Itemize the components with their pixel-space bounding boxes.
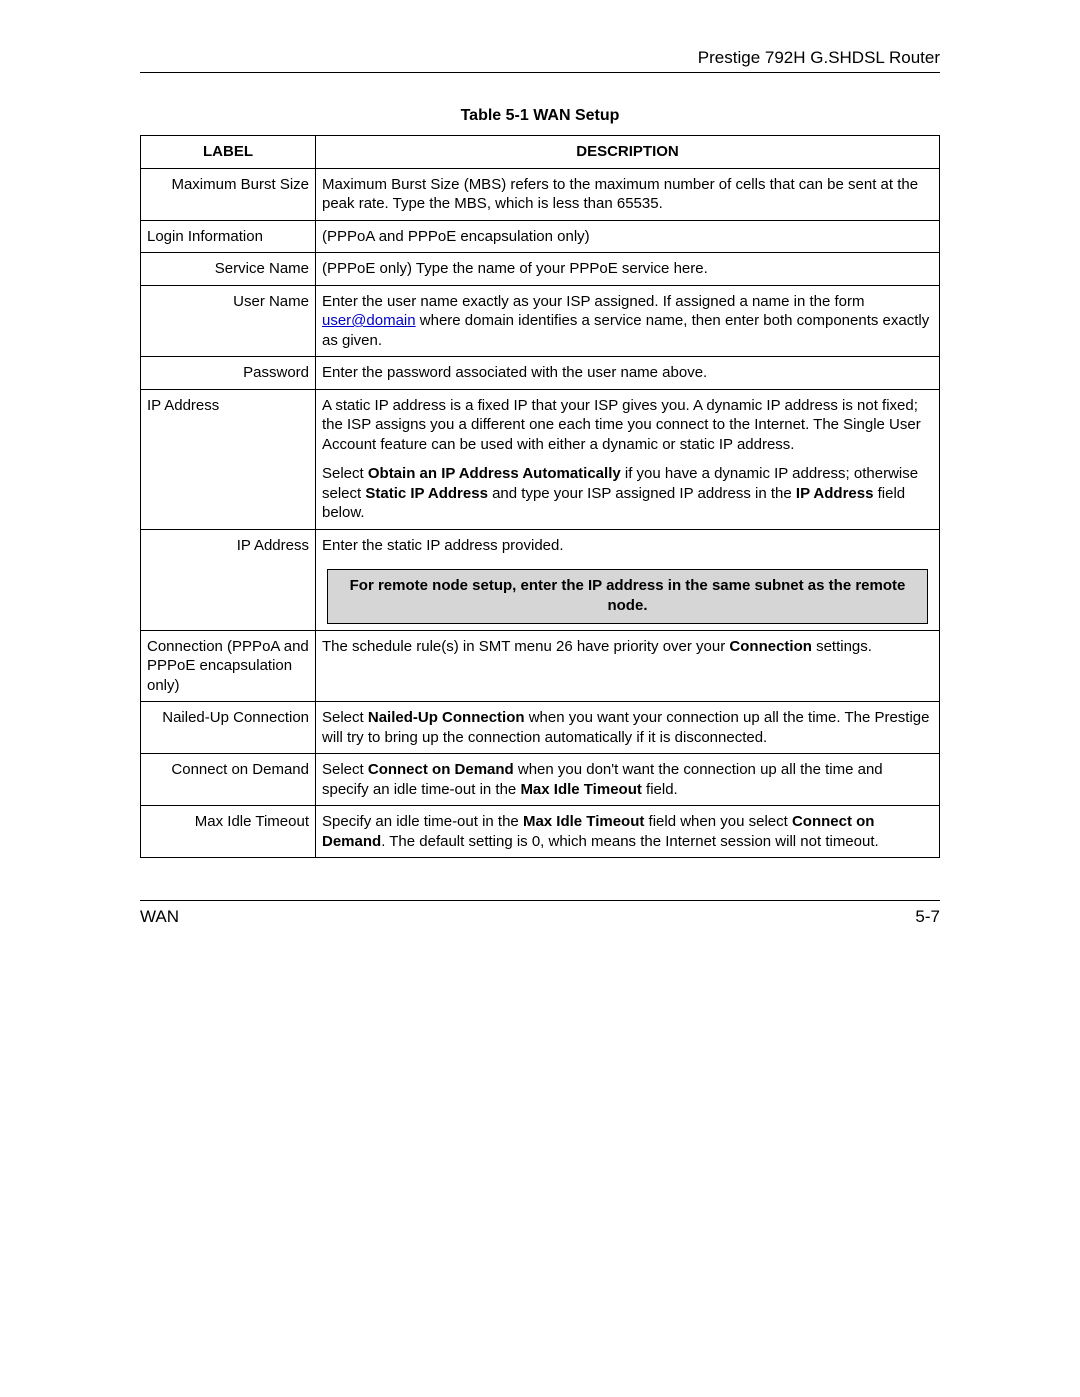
inset-note-wrap: For remote node setup, enter the IP addr…	[322, 569, 933, 624]
desc-para: Select Obtain an IP Address Automaticall…	[322, 464, 933, 523]
table-row: IP Address A static IP address is a fixe…	[141, 389, 940, 529]
desc-text: Enter the user name exactly as your ISP …	[322, 293, 865, 310]
desc-text: Select	[322, 465, 368, 482]
desc-cell: Specify an idle time-out in the Max Idle…	[316, 806, 940, 858]
table-row: Connect on Demand Select Connect on Dema…	[141, 754, 940, 806]
label-cell: Connection (PPPoA and PPPoE encapsulatio…	[141, 630, 316, 702]
table-row: Nailed-Up Connection Select Nailed-Up Co…	[141, 702, 940, 754]
desc-text: field.	[642, 781, 678, 798]
table-title: Table 5-1 WAN Setup	[140, 107, 940, 125]
label-cell: Max Idle Timeout	[141, 806, 316, 858]
desc-bold: Nailed-Up Connection	[368, 709, 525, 726]
desc-cell: Select Connect on Demand when you don't …	[316, 754, 940, 806]
label-cell: Connect on Demand	[141, 754, 316, 806]
table-row: Login Information (PPPoA and PPPoE encap…	[141, 220, 940, 253]
inset-note: For remote node setup, enter the IP addr…	[327, 569, 927, 624]
desc-bold: Max Idle Timeout	[523, 813, 644, 830]
desc-text: The schedule rule(s) in SMT menu 26 have…	[322, 638, 729, 655]
label-cell: IP Address	[141, 389, 316, 529]
label-cell: IP Address	[141, 529, 316, 630]
table-row: Connection (PPPoA and PPPoE encapsulatio…	[141, 630, 940, 702]
desc-text: field when you select	[644, 813, 792, 830]
footer-right: 5-7	[915, 907, 940, 927]
desc-bold: Max Idle Timeout	[520, 781, 641, 798]
desc-bold: Connect on Demand	[368, 761, 514, 778]
desc-cell: A static IP address is a fixed IP that y…	[316, 389, 940, 529]
desc-cell: Maximum Burst Size (MBS) refers to the m…	[316, 168, 940, 220]
label-cell: Login Information	[141, 220, 316, 253]
col-description: DESCRIPTION	[316, 136, 940, 169]
desc-cell: Select Nailed-Up Connection when you wan…	[316, 702, 940, 754]
table-row: Maximum Burst Size Maximum Burst Size (M…	[141, 168, 940, 220]
footer-left: WAN	[140, 907, 179, 927]
table-row: User Name Enter the user name exactly as…	[141, 285, 940, 357]
table-row: Password Enter the password associated w…	[141, 357, 940, 390]
desc-text: settings.	[812, 638, 872, 655]
desc-cell: Enter the password associated with the u…	[316, 357, 940, 390]
desc-bold: Static IP Address	[365, 485, 488, 502]
desc-bold: Obtain an IP Address Automatically	[368, 465, 621, 482]
table-header-row: LABEL DESCRIPTION	[141, 136, 940, 169]
label-cell: Password	[141, 357, 316, 390]
desc-cell: (PPPoA and PPPoE encapsulation only)	[316, 220, 940, 253]
desc-text: and type your ISP assigned IP address in…	[488, 485, 796, 502]
desc-text: Specify an idle time-out in the	[322, 813, 523, 830]
table-row: IP Address Enter the static IP address p…	[141, 529, 940, 630]
desc-cell: Enter the static IP address provided. Fo…	[316, 529, 940, 630]
label-cell: Maximum Burst Size	[141, 168, 316, 220]
desc-text: Select	[322, 709, 368, 726]
table-row: Max Idle Timeout Specify an idle time-ou…	[141, 806, 940, 858]
desc-bold: IP Address	[796, 485, 874, 502]
col-label: LABEL	[141, 136, 316, 169]
desc-para: A static IP address is a fixed IP that y…	[322, 397, 921, 453]
desc-text: Enter the static IP address provided.	[322, 537, 564, 554]
desc-cell: (PPPoE only) Type the name of your PPPoE…	[316, 253, 940, 286]
desc-cell: Enter the user name exactly as your ISP …	[316, 285, 940, 357]
page-header: Prestige 792H G.SHDSL Router	[140, 48, 940, 73]
desc-text: Select	[322, 761, 368, 778]
user-domain-link[interactable]: user@domain	[322, 312, 416, 329]
desc-text: . The default setting is 0, which means …	[381, 833, 878, 850]
wan-setup-table: LABEL DESCRIPTION Maximum Burst Size Max…	[140, 135, 940, 858]
label-cell: Nailed-Up Connection	[141, 702, 316, 754]
table-row: Service Name (PPPoE only) Type the name …	[141, 253, 940, 286]
desc-cell: The schedule rule(s) in SMT menu 26 have…	[316, 630, 940, 702]
page-footer: WAN 5-7	[140, 900, 940, 927]
label-cell: User Name	[141, 285, 316, 357]
label-cell: Service Name	[141, 253, 316, 286]
desc-bold: Connection	[729, 638, 812, 655]
